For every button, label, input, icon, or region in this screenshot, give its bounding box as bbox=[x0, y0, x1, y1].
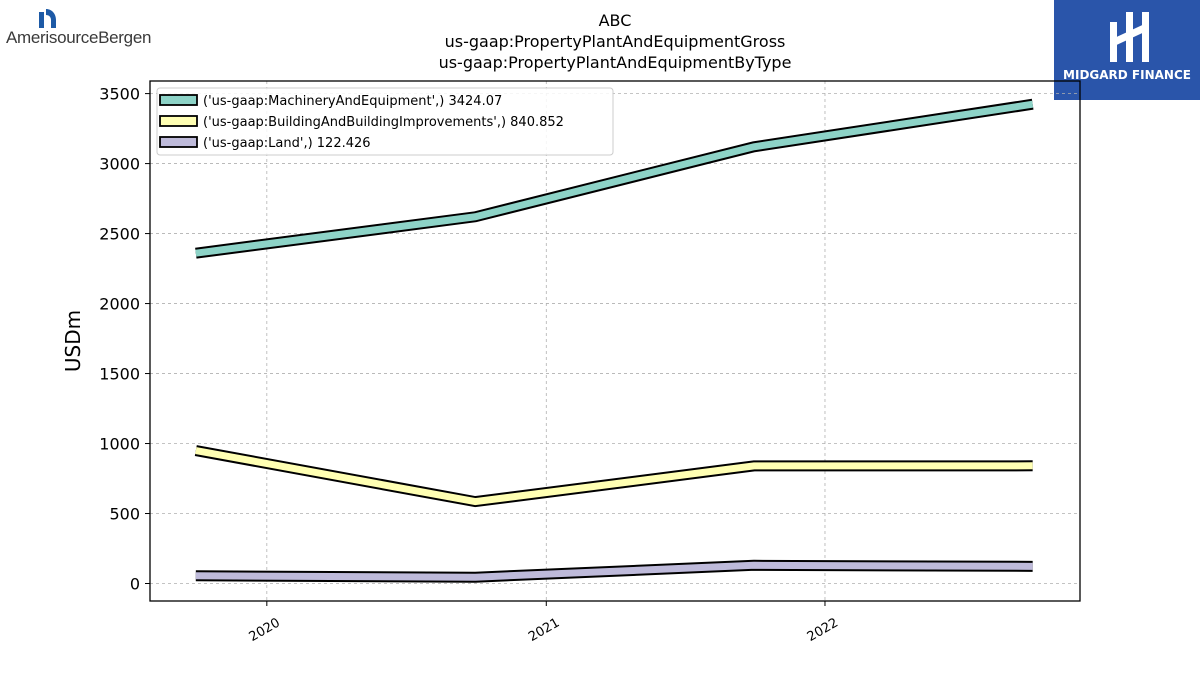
y-tick-label: 1500 bbox=[99, 365, 140, 384]
y-axis: 0 500 1000 1500 2000 2500 3000 3500 bbox=[99, 85, 150, 594]
legend-box bbox=[156, 87, 614, 156]
legend-label: ('us-gaap:BuildingAndBuildingImprovement… bbox=[203, 115, 564, 130]
x-axis: 2020 2021 2022 bbox=[247, 601, 841, 645]
legend-swatch bbox=[159, 94, 198, 106]
amerisourcebergen-logo: AmerisourceBergen bbox=[6, 6, 166, 50]
y-tick-label: 3000 bbox=[99, 155, 140, 174]
chart-title-line-2: us-gaap:PropertyPlantAndEquipmentGross bbox=[444, 32, 786, 51]
y-tick-label: 2500 bbox=[99, 225, 140, 244]
y-tick-label: 500 bbox=[109, 505, 140, 524]
legend-swatch bbox=[159, 136, 198, 148]
x-tick-label: 2020 bbox=[247, 615, 283, 645]
series-line bbox=[195, 100, 1034, 257]
midgard-finance-logo: MIDGARD FINANCE bbox=[1054, 0, 1200, 100]
y-tick-label: 3500 bbox=[99, 85, 140, 104]
legend-label: ('us-gaap:MachineryAndEquipment',) 3424.… bbox=[203, 94, 502, 109]
y-tick-label: 1000 bbox=[99, 435, 140, 454]
chart-title: ABC us-gaap:PropertyPlantAndEquipmentGro… bbox=[300, 10, 930, 73]
midgard-mark-icon bbox=[1110, 12, 1149, 62]
x-tick-label: 2022 bbox=[805, 615, 841, 645]
series-layer bbox=[194, 98, 1034, 583]
midgard-finance-logo-text: MIDGARD FINANCE bbox=[1063, 68, 1191, 82]
series-line bbox=[195, 447, 1033, 506]
chart-title-line-1: ABC bbox=[598, 11, 632, 30]
amerisourcebergen-mark-icon bbox=[39, 9, 56, 28]
y-tick-label: 2000 bbox=[99, 295, 140, 314]
x-tick-label: 2021 bbox=[526, 615, 562, 645]
y-axis-label: USDm bbox=[61, 310, 85, 372]
chart-title-line-3: us-gaap:PropertyPlantAndEquipmentByType bbox=[438, 53, 792, 72]
amerisourcebergen-logo-text: AmerisourceBergen bbox=[6, 28, 152, 47]
legend-swatch bbox=[159, 115, 198, 127]
series-line bbox=[195, 561, 1033, 581]
y-tick-label: 0 bbox=[130, 575, 140, 594]
legend: ('us-gaap:MachineryAndEquipment',) 3424.… bbox=[156, 87, 614, 156]
grid-layer bbox=[150, 81, 1080, 601]
legend-label: ('us-gaap:Land',) 122.426 bbox=[203, 136, 371, 151]
plot-frame bbox=[149, 80, 1081, 602]
